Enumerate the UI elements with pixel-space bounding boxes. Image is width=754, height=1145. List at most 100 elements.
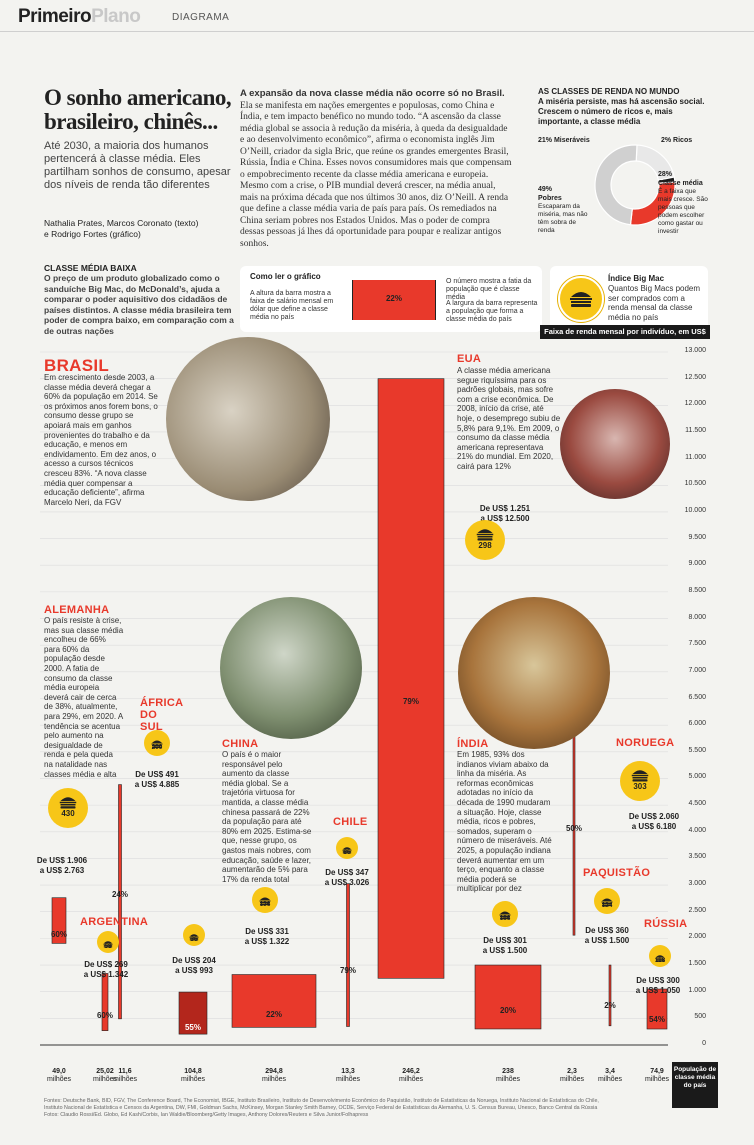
- bar-índia: [474, 964, 542, 1030]
- intro-bold: A expansão da nova classe média não ocor…: [240, 88, 505, 99]
- big-mac-coin: 58: [97, 931, 119, 953]
- big-mac-coin: 303: [620, 761, 660, 801]
- range-label: De US$ 1.906 a US$ 2.763: [36, 856, 88, 875]
- heading-argentina: ARGENTINA: [80, 916, 149, 928]
- classe-media-desc: É a faixa que mais cresce. São pessoas q…: [658, 188, 708, 235]
- big-mac-coin: 86: [336, 837, 358, 859]
- burger-icon: [103, 941, 113, 948]
- population-value: 49,0 milhões: [46, 1068, 72, 1083]
- label-classe-media: 28% Classe média É a faixa que mais cres…: [658, 171, 710, 236]
- range-label: De US$ 331 a US$ 1.322: [244, 927, 290, 946]
- heading-alemanha: ALEMANHA: [44, 604, 110, 616]
- label-miseraveis: 21% Miseráveis: [538, 137, 590, 144]
- share-label: 54%: [648, 1015, 665, 1024]
- big-mac-coin: 36: [183, 924, 205, 946]
- burger-icon: [655, 955, 665, 962]
- burger-icon-wrap: [189, 928, 199, 946]
- how-to-read-right-bottom: A largura da barra representa a populaçã…: [446, 300, 538, 323]
- population-value: 238 milhões: [495, 1068, 521, 1083]
- bar-china: [231, 974, 317, 1028]
- how-to-read-right-top: O número mostra a fatia da população que…: [446, 278, 532, 301]
- burger-icon-wrap: [476, 527, 494, 546]
- y-tick-label: 9.000: [688, 560, 706, 568]
- range-label: De US$ 2.060 a US$ 6.180: [628, 812, 680, 831]
- classe-media-text: O preço de um produto globalizado como o…: [44, 273, 234, 336]
- y-tick-label: 5.000: [688, 773, 706, 781]
- y-tick-label: 3.000: [688, 880, 706, 888]
- population-value: 25,02 milhões: [92, 1068, 118, 1083]
- big-mac-value: 124: [601, 901, 613, 909]
- bar-eua: [377, 378, 445, 979]
- classe-media-label: Classe média: [658, 179, 703, 187]
- burger-icon-wrap: [499, 906, 511, 924]
- intro-text: Ela se manifesta em nações emergentes e …: [240, 100, 512, 249]
- y-tick-label: 6.000: [688, 720, 706, 728]
- burger-icon-wrap: [259, 892, 271, 910]
- big-mac-value: 298: [478, 541, 492, 550]
- share-label: 50%: [565, 824, 582, 833]
- big-mac-coin: 124: [594, 888, 620, 914]
- photo-india: [458, 597, 610, 749]
- pobres-desc: Escaparam da miséria, mas não têm sobra …: [538, 203, 588, 234]
- heading-india: ÍNDIA: [457, 738, 489, 750]
- bar-chile: [346, 883, 350, 1027]
- big-mac-value: 200: [151, 743, 163, 751]
- burger-icon: [259, 897, 271, 905]
- y-tick-label: 500: [694, 1013, 706, 1021]
- label-ricos: 2% Ricos: [661, 137, 693, 144]
- header-rule: [0, 31, 754, 32]
- brand-light: Plano: [91, 6, 141, 27]
- classe-media-pct: 28%: [658, 171, 673, 178]
- big-mac-coin: 118: [649, 945, 671, 967]
- bar-argentina: [101, 973, 109, 1031]
- big-mac-value: 118: [654, 956, 666, 964]
- income-classes-subtitle: A miséria persiste, mas há ascensão soci…: [538, 97, 705, 126]
- photo-eua: [560, 389, 670, 499]
- share-label: 24%: [111, 890, 128, 899]
- population-value: 2,3 milhões: [559, 1068, 585, 1083]
- bar-áfrica do sul: [178, 991, 208, 1035]
- y-tick-label: 8.000: [688, 613, 706, 621]
- heading-china: CHINA: [222, 738, 259, 750]
- big-mac-value: 303: [633, 782, 647, 791]
- credits: Nathalia Prates, Marcos Coronato (texto)…: [44, 218, 240, 240]
- big-mac-coin: 136: [252, 887, 278, 913]
- big-mac-box: Índice Big Mac Quantos Big Macs podem se…: [550, 266, 708, 332]
- pobres-pct: 49%: [538, 186, 553, 193]
- income-classes-title: AS CLASSES DE RENDA NO MUNDO: [538, 87, 680, 96]
- burger-icon: [342, 847, 352, 854]
- y-tick-label: 3.500: [688, 853, 706, 861]
- page-title: O sonho americano, brasileiro, chinês...: [44, 85, 232, 134]
- range-label: De US$ 360 a US$ 1.500: [584, 926, 630, 945]
- big-mac-coin: 298: [465, 520, 505, 560]
- range-label: De US$ 491 a US$ 4.885: [134, 770, 180, 789]
- y-tick-label: 1.500: [688, 960, 706, 968]
- y-tick-label: 12.500: [684, 373, 706, 381]
- y-tick-label: 0: [702, 1040, 706, 1047]
- y-tick-label: 1.000: [688, 986, 706, 994]
- y-tick-label: 4.000: [688, 826, 706, 834]
- heading-chile: CHILE: [333, 816, 368, 828]
- share-label: 20%: [499, 1006, 516, 1015]
- y-tick-label: 11.000: [685, 453, 706, 461]
- population-value: 13,3 milhões: [335, 1068, 361, 1083]
- burger-icon: [570, 292, 592, 307]
- big-mac-value: 430: [61, 809, 75, 818]
- how-to-read-title: Como ler o gráfico: [250, 272, 321, 281]
- y-tick-label: 13.000: [684, 347, 706, 354]
- heading-africa: ÁFRICA DO SUL: [140, 697, 183, 733]
- photo-brasil: [166, 337, 330, 501]
- text-eua: A classe média americana segue riquíssim…: [457, 366, 561, 471]
- burger-icon: [59, 797, 77, 809]
- burger-icon-wrap: [103, 935, 113, 953]
- range-label: De US$ 347 a US$ 3.026: [324, 868, 370, 887]
- big-mac-value: 86: [343, 848, 351, 856]
- burger-icon-wrap: [601, 893, 613, 911]
- bar-rússia: [646, 988, 668, 1030]
- burger-icon-wrap: [59, 795, 77, 814]
- how-to-read-left: A altura da barra mostra a faixa de salá…: [250, 290, 334, 321]
- how-to-read-box: Como ler o gráfico A altura da barra mos…: [240, 266, 542, 332]
- bar-brasil: [51, 897, 67, 944]
- big-mac-coin: 186: [492, 901, 518, 927]
- sample-bar-label: 22%: [385, 294, 402, 303]
